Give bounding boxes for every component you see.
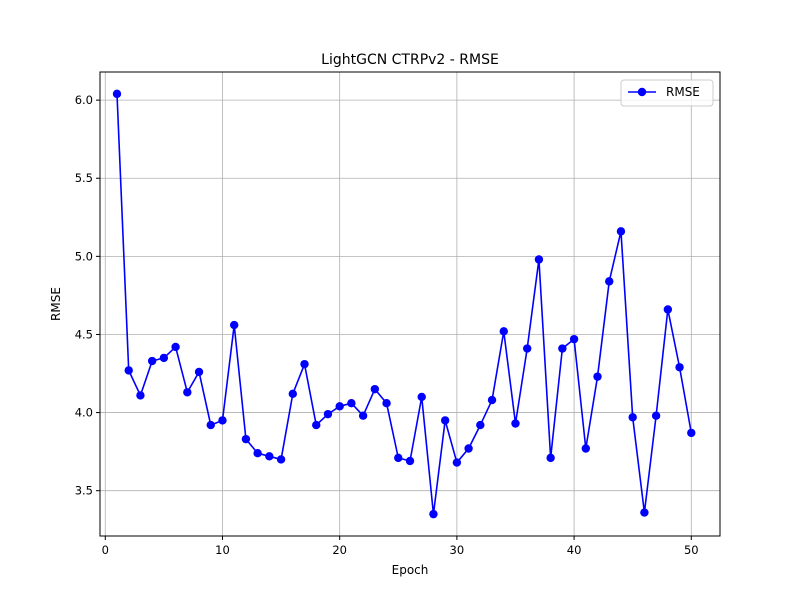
data-point (253, 448, 262, 458)
data-point (687, 428, 696, 438)
series-layer (112, 89, 696, 519)
data-point (276, 455, 286, 464)
data-point (452, 458, 462, 467)
data-point (124, 366, 133, 375)
data-point (218, 416, 227, 425)
data-point (476, 420, 485, 430)
data-point (194, 367, 204, 377)
data-point (417, 392, 426, 402)
x-axis-label: Epoch (392, 563, 429, 577)
data-point (394, 453, 403, 463)
data-point (112, 89, 122, 99)
data-point (651, 411, 661, 420)
x-tick-label: 50 (684, 543, 699, 557)
legend: RMSE (620, 79, 714, 107)
data-point (159, 353, 169, 363)
data-point (300, 359, 309, 369)
data-point (323, 409, 333, 419)
data-point (523, 344, 532, 353)
legend-box (620, 79, 714, 107)
data-point (382, 399, 391, 408)
data-point (405, 456, 415, 466)
legend-label: RMSE (666, 85, 700, 99)
data-point (593, 372, 602, 381)
y-tick-label: 6.0 (75, 93, 93, 107)
data-point (370, 384, 380, 394)
data-point (487, 395, 497, 405)
data-point (616, 227, 626, 236)
data-point (546, 453, 555, 463)
y-tick-label: 4.5 (75, 327, 93, 341)
x-tick-label: 20 (332, 543, 347, 557)
data-point (347, 399, 356, 408)
data-point (663, 305, 673, 314)
y-axis-label: RMSE (49, 287, 63, 321)
data-point (464, 444, 473, 453)
data-point (183, 388, 192, 397)
x-tick-label: 10 (215, 543, 230, 557)
data-point (581, 444, 591, 453)
ticks: 0 10 20 30 40 50 3.5 4.0 4.5 5.0 5.5 6.0 (75, 93, 699, 557)
data-point (569, 334, 579, 344)
data-point (206, 420, 215, 430)
data-point (288, 389, 297, 399)
y-tick-label: 4.0 (75, 406, 93, 420)
data-point (265, 452, 274, 461)
data-point (429, 509, 438, 519)
data-point (499, 327, 508, 336)
data-point (511, 419, 520, 428)
data-point (675, 363, 684, 372)
data-point (136, 391, 145, 400)
y-tick-label: 5.5 (75, 171, 93, 185)
data-point (335, 402, 344, 411)
x-tick-label: 40 (567, 543, 582, 557)
chart-title: LightGCN CTRPv2 - RMSE (321, 52, 499, 68)
legend-marker (637, 87, 647, 97)
data-point (229, 320, 239, 330)
grid (100, 72, 720, 536)
data-point (171, 342, 180, 352)
data-point (628, 413, 637, 422)
data-point (440, 416, 450, 425)
y-tick-label: 3.5 (75, 484, 93, 498)
data-point (241, 434, 251, 444)
data-point (358, 411, 368, 420)
plot-frame (99, 71, 721, 537)
data-point (605, 277, 614, 286)
data-point (147, 356, 157, 366)
data-point (558, 344, 567, 353)
x-tick-label: 0 (102, 543, 109, 557)
y-tick-label: 5.0 (75, 249, 93, 263)
data-point (312, 420, 321, 430)
data-point (640, 508, 649, 517)
x-tick-label: 30 (450, 543, 465, 557)
data-point (534, 255, 544, 264)
